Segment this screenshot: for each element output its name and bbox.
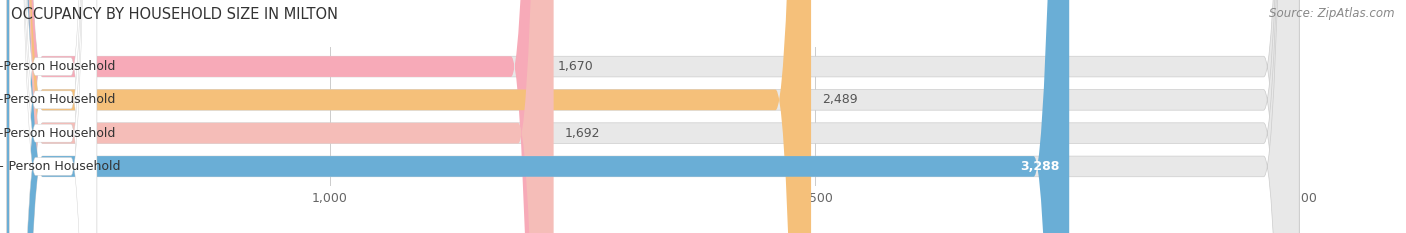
Text: Source: ZipAtlas.com: Source: ZipAtlas.com [1270, 7, 1395, 20]
FancyBboxPatch shape [7, 0, 1299, 233]
FancyBboxPatch shape [7, 0, 554, 233]
Text: 2-Person Household: 2-Person Household [0, 93, 115, 106]
Text: 1,692: 1,692 [565, 127, 600, 140]
Text: 4+ Person Household: 4+ Person Household [0, 160, 121, 173]
FancyBboxPatch shape [7, 0, 1069, 233]
Text: 2,489: 2,489 [823, 93, 858, 106]
FancyBboxPatch shape [7, 0, 1299, 233]
FancyBboxPatch shape [10, 0, 97, 233]
Text: 3,288: 3,288 [1021, 160, 1060, 173]
FancyBboxPatch shape [10, 0, 97, 233]
FancyBboxPatch shape [10, 0, 97, 233]
Text: 1-Person Household: 1-Person Household [0, 60, 115, 73]
FancyBboxPatch shape [10, 0, 97, 233]
FancyBboxPatch shape [7, 0, 1299, 233]
FancyBboxPatch shape [7, 0, 547, 233]
FancyBboxPatch shape [7, 0, 1299, 233]
FancyBboxPatch shape [7, 0, 811, 233]
Text: OCCUPANCY BY HOUSEHOLD SIZE IN MILTON: OCCUPANCY BY HOUSEHOLD SIZE IN MILTON [11, 7, 339, 22]
Text: 3-Person Household: 3-Person Household [0, 127, 115, 140]
Text: 1,670: 1,670 [558, 60, 593, 73]
